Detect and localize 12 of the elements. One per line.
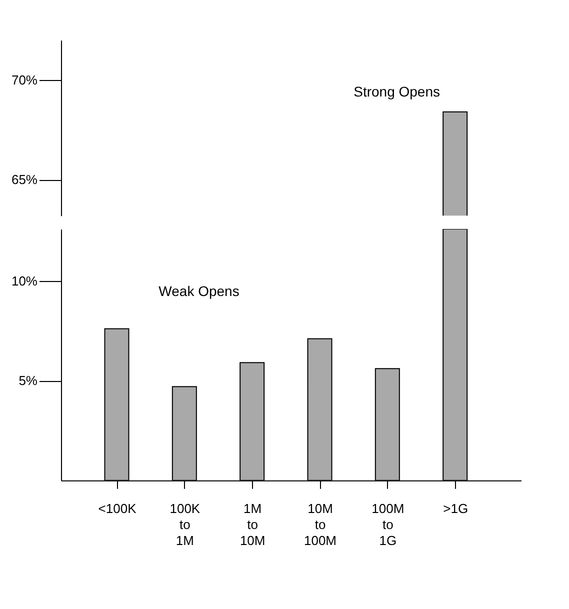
x-tick-label: 100K to 1M xyxy=(170,500,200,548)
x-tick-label: <100K xyxy=(98,500,137,516)
x-tick-label: 10M to 100M xyxy=(304,500,337,548)
x-tick-label: >1G xyxy=(443,500,468,516)
y-tick-label: 65% xyxy=(11,172,38,188)
x-tick-label: 100M to 1G xyxy=(372,500,404,548)
annotation: Strong Opens xyxy=(354,84,440,100)
y-tick-label: 70% xyxy=(11,72,38,88)
y-tick-label: 5% xyxy=(18,373,38,388)
y-tick-label: 10% xyxy=(11,273,38,288)
x-tick-label: 1M to 10M xyxy=(240,500,266,548)
annotation: Weak Opens xyxy=(158,282,240,299)
